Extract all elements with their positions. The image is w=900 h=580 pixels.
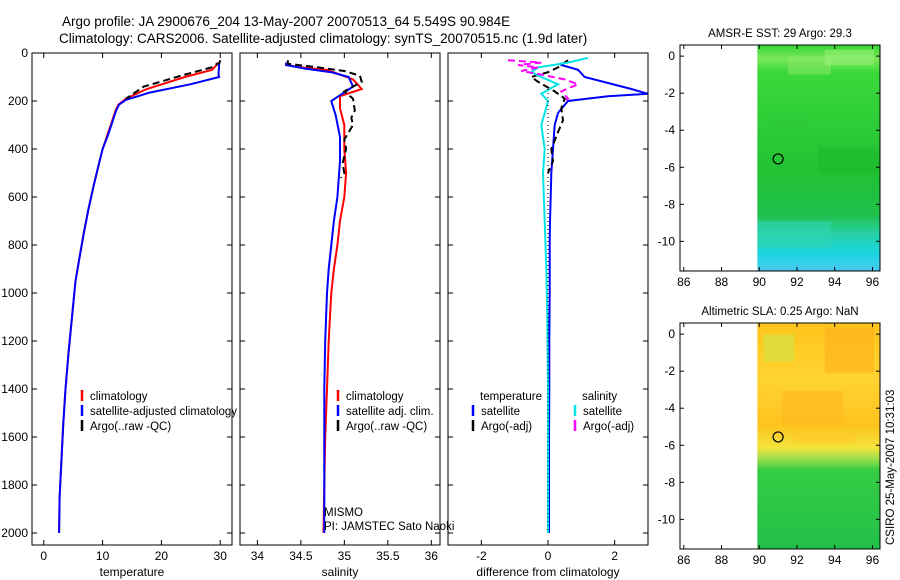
heatmap-patch [818,146,880,174]
argo-location-marker [772,431,784,443]
y-tick-label: 600 [8,190,28,204]
legend-label-satellite-adj-clim: satellite adj. clim. [346,406,434,418]
y-tick-label: 0 [668,49,675,63]
x-tick-label: 96 [866,275,880,289]
y-tick-label: -8 [664,197,675,211]
x-tick-label: 88 [715,553,729,567]
map-frame [679,44,881,272]
legend-label-argo-raw-qc: Argo(..raw -QC) [90,421,171,433]
series-climatology [58,62,218,534]
figure-title-line2: Climatology: CARS2006. Satellite-adjuste… [59,31,587,46]
series-satellite-adjusted-climatology [58,62,221,534]
series-temperature-argo-adj [529,59,569,174]
amsr-sst-map: AMSR-E SST: 29 Argo: 29.3 86 88 90 92 94 96 0 -2… [658,28,881,289]
annotation-pi-jamstec-sato-naoki: PI: JAMSTEC Sato Naoki [324,521,454,533]
x-tick-label: 0 [545,549,552,563]
x-tick-label: 90 [753,553,767,567]
series-salinity-satellite [529,56,589,533]
x-axis-label: difference from climatology [476,565,619,579]
legend-label-satellite: satellite [481,406,520,418]
heatmap-patch [824,49,874,66]
x-tick-label: 10 [96,549,110,563]
map-title: AMSR-E SST: 29 Argo: 29.3 [708,28,852,40]
legend-header-salinity: salinity [582,391,617,403]
legend-label-argo-adj: Argo(-adj) [583,421,634,433]
x-tick-label: 94 [828,553,842,567]
y-tick-label: 0 [668,327,675,341]
y-tick-label: 2000 [1,526,28,540]
x-tick-label: 20 [155,549,169,563]
y-tick-label: 1600 [1,430,28,444]
y-tick-label: 1400 [1,382,28,396]
argo-location-marker [772,153,784,165]
y-tick-label: -10 [658,512,676,526]
y-tick-label: 1200 [1,334,28,348]
series-argo-raw-qc [125,59,222,100]
heatmap-patch [769,112,807,136]
y-tick-label: 200 [8,94,28,108]
legend-label-satellite-adjusted-climatology: satellite-adjusted climatology [90,406,237,418]
x-tick-label: 2 [611,549,618,563]
y-tick-label: -2 [664,364,675,378]
timestamp-label: CSIRO 25-May-2007 10:31:03 [885,390,897,545]
x-tick-label: 36 [425,549,439,563]
x-tick-label: 96 [866,553,880,567]
map-title: Altimetric SLA: 0.25 Argo: NaN [701,306,858,318]
y-tick-label: 800 [8,238,28,252]
legend-label-argo-adj: Argo(-adj) [481,421,532,433]
x-tick-label: 0 [40,549,47,563]
series-temperature-satellite [548,62,649,533]
x-tick-label: -2 [476,549,487,563]
y-tick-label: -2 [664,86,675,100]
x-tick-label: 86 [677,275,691,289]
x-tick-label: 35 [338,549,352,563]
series-salinity-argo-adj [507,59,581,102]
axes-frame [31,52,233,546]
series-satellite-adj-clim [285,62,355,533]
y-tick-label: 1000 [1,286,28,300]
heatmap-patch [757,221,831,249]
sla-map: Altimetric SLA: 0.25 Argo: NaN 86 88 90 92 94… [658,306,881,567]
y-tick-label: -6 [664,160,675,174]
y-tick-label: -8 [664,475,675,489]
heatmap-patch [788,56,831,75]
y-tick-label: 0 [21,46,28,60]
x-axis-label: temperature [100,565,165,579]
axes-frame [239,52,441,546]
x-tick-label: 34 [251,549,265,563]
x-tick-label: 30 [214,549,228,563]
heatmap-patch [763,334,795,362]
x-tick-label: 35.5 [376,549,400,563]
difference-panel: -2 0 2 difference from climatology temperatu… [447,52,649,579]
heatmap-patch [824,327,874,373]
legend-label-argo-raw-qc: Argo(..raw -QC) [346,421,427,433]
y-tick-label: -10 [658,234,676,248]
x-tick-label: 92 [790,553,804,567]
salinity-panel: 34 34.5 35 35.5 36 salinity climatology satelli… [239,52,454,579]
legend-label-climatology: climatology [346,391,404,403]
x-tick-label: 94 [828,275,842,289]
map-frame [679,322,881,550]
figure-title-line1: Argo profile: JA 2900676_204 13-May-2007… [62,14,510,29]
series-argo-raw-qc [286,60,363,179]
x-tick-label: 34.5 [289,549,313,563]
x-tick-label: 86 [677,553,691,567]
legend-label-climatology: climatology [90,391,148,403]
legend-header-temperature: temperature [480,391,542,403]
y-tick-label: 400 [8,142,28,156]
x-tick-label: 90 [753,275,767,289]
heatmap-patch [781,390,844,425]
y-tick-label: -4 [664,123,675,137]
x-axis-label: salinity [322,565,359,579]
heatmap-patch [794,431,856,443]
y-tick-label: -4 [664,401,675,415]
y-tick-label: -6 [664,438,675,452]
y-tick-label: 1800 [1,478,28,492]
x-tick-label: 92 [790,275,804,289]
x-tick-label: 88 [715,275,729,289]
temperature-panel: 0 10 20 30 0 200 400 600 800 1000 1200 1400 1600 1800… [1,46,237,579]
annotation-mismo: MISMO [324,507,363,519]
legend-label-satellite: satellite [583,406,622,418]
